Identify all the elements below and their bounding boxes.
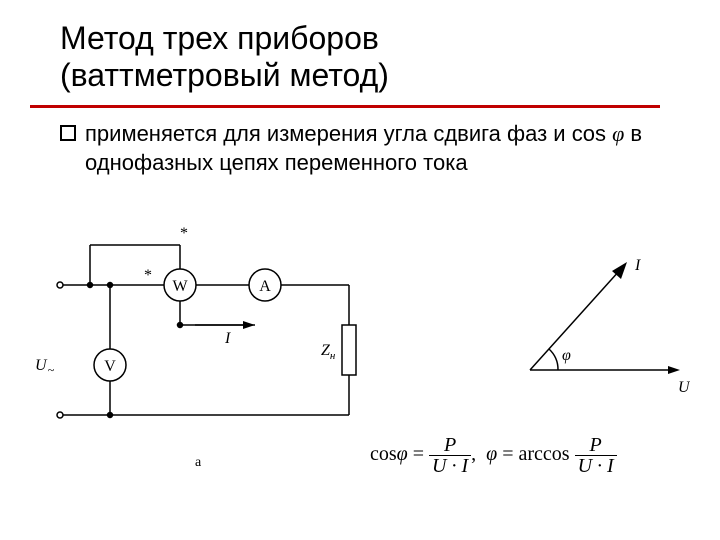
- bullet-text: применяется для измерения угла сдвига фа…: [85, 120, 665, 177]
- bullet-marker: [60, 125, 76, 141]
- title-line1: Метод трех приборов: [60, 20, 379, 56]
- f-den2: U · I: [575, 456, 617, 476]
- f-eq2: =: [502, 443, 513, 465]
- slide-title: Метод трех приборов (ваттметровый метод): [60, 20, 389, 94]
- bullet-phi: φ: [612, 121, 624, 146]
- load-label: Zн: [321, 342, 336, 362]
- title-line2: (ваттметровый метод): [60, 57, 389, 93]
- phi-angle-label: φ: [562, 347, 571, 364]
- f-num2: P: [575, 435, 617, 456]
- wattmeter-label: W: [172, 278, 188, 295]
- vector-diagram: U I φ: [500, 250, 690, 410]
- current-label: I: [224, 330, 231, 347]
- f-phi1: φ: [397, 443, 408, 465]
- figure-label-a: a: [195, 455, 201, 471]
- voltmeter-label: V: [104, 358, 116, 375]
- bullet-pre: применяется для измерения угла сдвига фа…: [85, 121, 612, 146]
- star-top: *: [180, 225, 188, 242]
- f-eq1: =: [413, 443, 424, 465]
- f-arccos: arccos: [519, 443, 570, 465]
- f-den1: U · I: [429, 456, 471, 476]
- u-axis-label: U: [678, 379, 690, 396]
- f-frac1: P U · I: [429, 435, 471, 476]
- f-frac2: P U · I: [575, 435, 617, 476]
- i-vector-label: I: [634, 257, 641, 274]
- f-phi2: φ: [486, 443, 497, 465]
- f-cos: cos: [370, 443, 397, 465]
- source-label: U~: [35, 357, 55, 377]
- title-underline: [30, 105, 660, 108]
- star-left: *: [144, 267, 152, 284]
- f-comma: ,: [471, 443, 476, 465]
- circuit-diagram: W A V * * I Zн U~: [30, 210, 410, 470]
- ammeter-label: A: [259, 278, 271, 295]
- formula: cosφ = P U · I , φ = arccos P U · I: [370, 435, 617, 476]
- f-num1: P: [429, 435, 471, 456]
